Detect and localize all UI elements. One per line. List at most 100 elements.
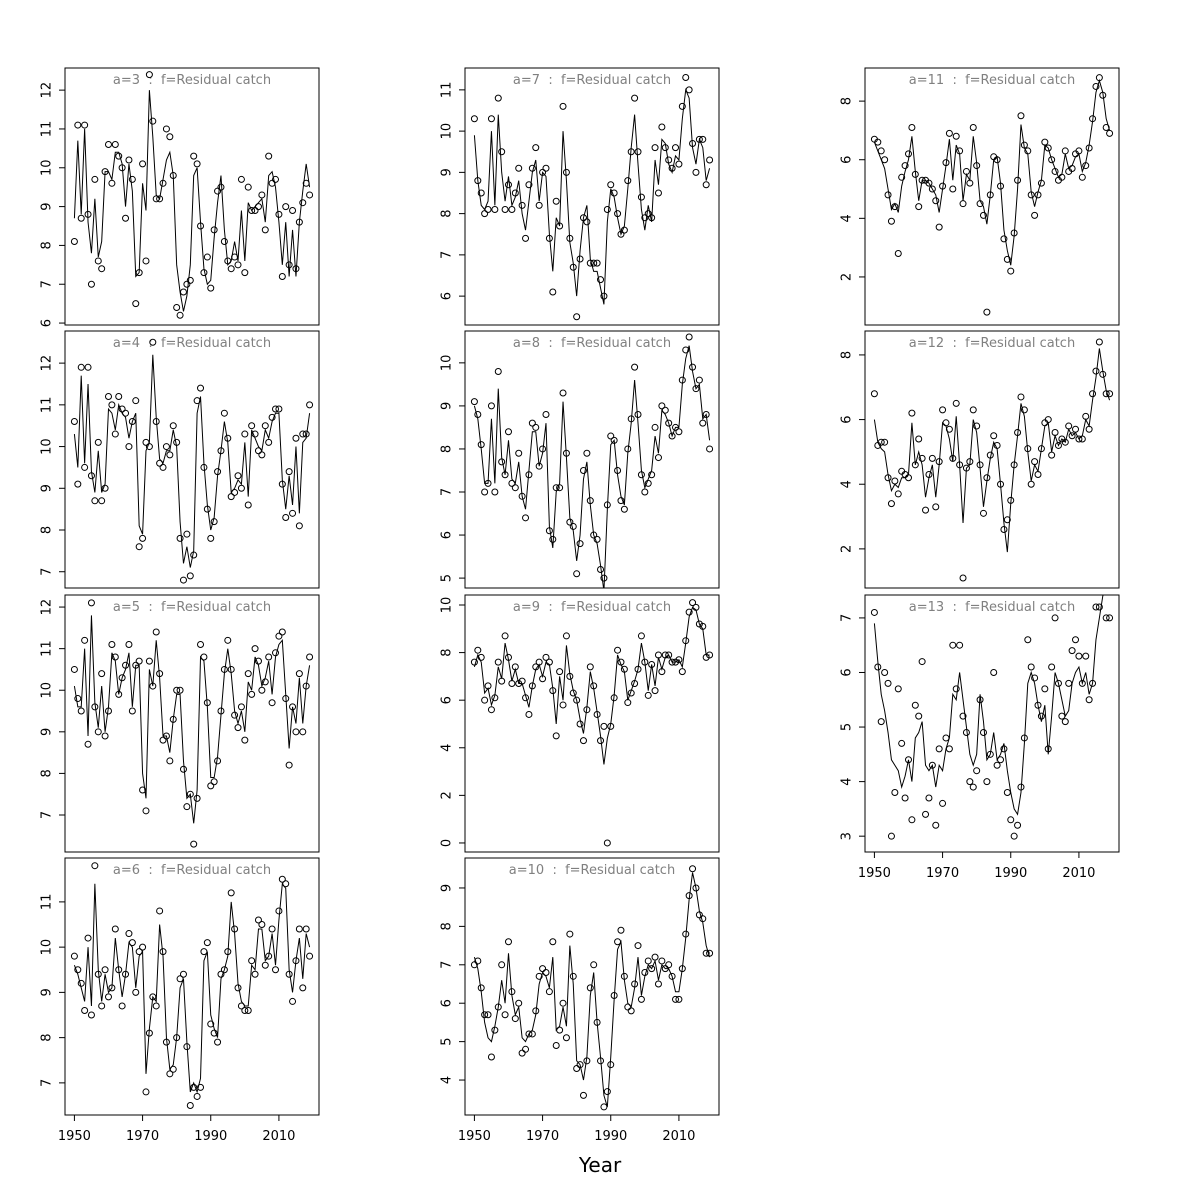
data-point [237,484,245,492]
data-point [959,712,967,720]
y-tick-label: 12 [40,599,55,616]
data-point [258,686,266,694]
y-tick-label: 11 [40,640,55,657]
data-point [552,197,560,205]
data-point [573,570,581,578]
data-point [590,961,598,969]
data-point [115,393,123,401]
data-point [887,217,895,225]
data-point [142,807,150,815]
data-point [665,961,673,969]
y-tick-label: 2 [840,273,855,281]
data-point [299,430,307,438]
data-point [1007,816,1015,824]
data-point [275,405,283,413]
y-tick-label: 6 [840,668,855,676]
data-point [498,148,506,156]
x-tick-label: 2010 [1062,866,1095,881]
data-point [190,1083,198,1091]
data-point [685,333,693,341]
data-point [911,701,919,709]
y-tick-label: 9 [40,728,55,736]
fit-line [473,87,711,305]
y-tick-label: 7 [440,251,455,259]
data-point [990,432,998,440]
data-point [918,658,926,666]
data-point [248,957,256,965]
data-point [559,701,567,709]
data-point [1041,138,1049,146]
data-point [149,338,157,346]
data-point [901,162,909,170]
data-point [1000,235,1008,243]
data-point [481,1011,489,1019]
data-point [641,214,649,222]
data-point [870,608,878,616]
plot-area [870,595,1114,840]
data-point [94,438,102,446]
data-point [942,419,950,427]
y-tick-label: 10 [440,123,455,140]
data-point [614,646,622,654]
data-point [504,428,512,436]
data-point [959,200,967,208]
data-point [593,259,601,267]
data-point [166,451,174,459]
data-point [969,783,977,791]
data-point [152,1002,160,1010]
panel-title: a=7 : f=Residual catch [513,73,671,88]
x-tick-label: 1950 [458,1129,491,1144]
data-point [132,988,140,996]
data-point [607,181,615,189]
data-point [685,608,693,616]
data-point [651,144,659,152]
data-point [922,810,930,818]
data-point [210,226,218,234]
data-point [251,645,259,653]
data-point [539,965,547,973]
data-point [272,966,280,974]
data-point [108,640,116,648]
data-point [641,488,649,496]
data-point [1092,367,1100,375]
data-point [884,679,892,687]
data-point [278,272,286,280]
data-point [494,94,502,102]
data-point [518,1049,526,1057]
data-point [637,995,645,1003]
panel: a=7 : f=Residual catch 6 7 8 9 10 11 [440,67,720,326]
data-point [952,685,960,693]
panel: a=6 : f=Residual catch 7 8 9 10 11 1950 1970 199… [40,857,320,1144]
data-point [1054,441,1062,449]
data-point [508,205,516,213]
panel-title: a=4 : f=Residual catch [113,336,271,351]
data-point [285,261,293,269]
data-point [617,230,625,238]
data-point [949,185,957,193]
data-point [491,205,499,213]
data-point [70,952,78,960]
data-point [525,1030,533,1038]
data-point [162,125,170,133]
data-point [942,734,950,742]
data-point [562,632,570,640]
data-point [289,206,297,214]
data-point [207,284,215,292]
data-point [1048,451,1056,459]
data-point [1061,147,1069,155]
data-point [261,422,269,430]
data-point [285,761,293,769]
data-point [237,175,245,183]
data-point [111,925,119,933]
data-point [210,778,218,786]
y-tick-label: 4 [840,214,855,222]
data-point [1048,156,1056,164]
data-point [508,680,516,688]
data-point [1082,412,1090,420]
data-point [487,706,495,714]
y-tick-label: 8 [440,922,455,930]
data-point [1031,458,1039,466]
data-point [87,280,95,288]
data-point [637,632,645,640]
